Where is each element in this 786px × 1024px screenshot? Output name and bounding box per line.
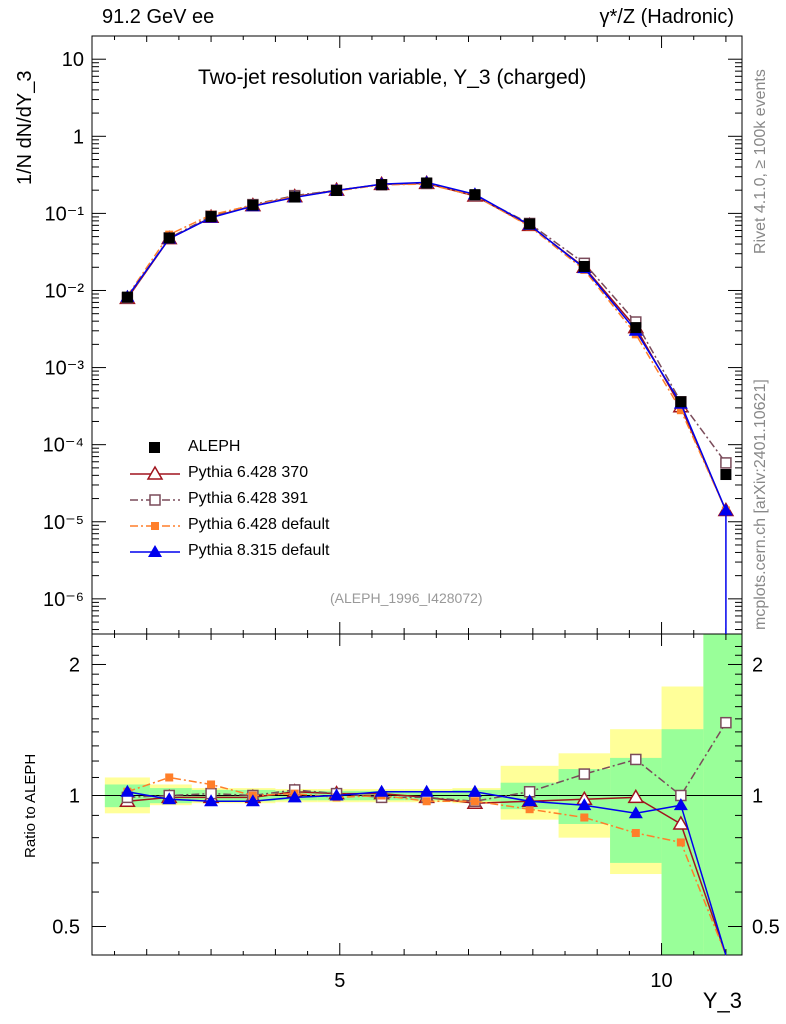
ratio-frame bbox=[91, 633, 743, 956]
legend-label-pythia6-391: Pythia 6.428 391 bbox=[188, 490, 309, 507]
legend-marker-pythia6-default bbox=[130, 522, 180, 530]
ratio-point bbox=[165, 773, 174, 782]
x-ticks: 5 10 bbox=[114, 36, 727, 992]
ratio-y-tick-label-left: 0.5 bbox=[52, 916, 80, 938]
ratio-line bbox=[127, 790, 727, 956]
data-point bbox=[205, 211, 217, 223]
ratio-point bbox=[525, 805, 534, 814]
series-aleph bbox=[121, 177, 732, 481]
main-y-ticks: 10 1 10⁻¹ 10⁻² 10⁻³ 10⁻⁴ 10⁻⁵ 10⁻⁶ bbox=[43, 35, 742, 631]
data-point bbox=[469, 189, 481, 201]
ratio-y-axis-label: Ratio to ALEPH bbox=[22, 753, 39, 858]
y-tick-label: 10⁻² bbox=[45, 280, 85, 302]
data-point bbox=[289, 191, 301, 203]
data-point bbox=[720, 469, 732, 481]
data-point bbox=[121, 291, 133, 303]
y-tick-label: 10 bbox=[62, 49, 84, 71]
ratio-point bbox=[627, 788, 645, 804]
legend-marker-pythia8-default bbox=[130, 545, 180, 557]
series-line bbox=[126, 181, 727, 511]
ratio-y-tick-label-right: 0.5 bbox=[752, 916, 780, 938]
ratio-point bbox=[631, 828, 640, 837]
data-point bbox=[630, 322, 642, 334]
data-point bbox=[718, 503, 733, 516]
data-point bbox=[376, 179, 388, 191]
data-point bbox=[163, 232, 175, 244]
ratio-line bbox=[127, 776, 727, 956]
main-series bbox=[119, 174, 735, 634]
legend-label-pythia6-default: Pythia 6.428 default bbox=[188, 516, 330, 533]
ratio-line bbox=[127, 722, 727, 802]
watermark: (ALEPH_1996_I428072) bbox=[330, 590, 483, 606]
x-tick-label: 10 bbox=[650, 970, 672, 992]
ratio-point bbox=[329, 788, 344, 801]
x-axis-label: Y_3 bbox=[702, 988, 742, 1013]
ratio-series-pythia-8-315-default bbox=[120, 784, 727, 956]
ratio-y-tick-label-right: 1 bbox=[752, 785, 763, 807]
ratio-point bbox=[672, 815, 690, 830]
plot-title: Two-jet resolution variable, Y_3 (charge… bbox=[198, 66, 587, 89]
ratio-y-ticks: 2 2 1 1 0.5 0.5 bbox=[52, 645, 780, 938]
header-left: 91.2 GeV ee bbox=[102, 6, 215, 28]
ratio-point bbox=[676, 838, 685, 847]
header-right: γ*/Z (Hadronic) bbox=[599, 6, 734, 28]
ratio-point bbox=[470, 797, 479, 806]
ratio-point bbox=[467, 784, 482, 797]
rivet-label: Rivet 4.1.0, ≥ 100k events bbox=[752, 69, 769, 254]
legend-marker-pythia6-370 bbox=[130, 465, 180, 480]
ratio-point bbox=[162, 792, 177, 805]
ratio-y-tick-label-left: 2 bbox=[69, 654, 80, 676]
ratio-point bbox=[287, 790, 302, 803]
ratio-y-tick-label-right: 2 bbox=[752, 654, 763, 676]
ratio-series bbox=[119, 716, 732, 956]
y-tick-label: 10⁻¹ bbox=[45, 203, 85, 225]
series-line bbox=[126, 182, 727, 511]
ratio-point bbox=[577, 798, 592, 811]
y-tick-label: 10⁻⁵ bbox=[43, 512, 84, 534]
ratio-point bbox=[630, 753, 642, 766]
ratio-point bbox=[207, 780, 216, 789]
ratio-point bbox=[374, 784, 389, 797]
y-tick-label: 10⁻⁴ bbox=[43, 435, 84, 457]
legend-label-pythia8-default: Pythia 8.315 default bbox=[188, 542, 330, 559]
data-point bbox=[675, 396, 687, 408]
ratio-point bbox=[120, 784, 135, 797]
data-point bbox=[524, 218, 536, 230]
ratio-point bbox=[580, 813, 589, 822]
main-y-axis-label: 1/N dN/dY_3 bbox=[14, 70, 36, 185]
ratio-point bbox=[578, 768, 591, 780]
legend-label-pythia6-370: Pythia 6.428 370 bbox=[188, 464, 309, 481]
ratio-y-tick-label-left: 1 bbox=[69, 785, 80, 807]
data-point bbox=[331, 185, 343, 197]
y-tick-label: 1 bbox=[73, 126, 84, 148]
ratio-point bbox=[720, 716, 732, 729]
ratio-point bbox=[245, 794, 260, 807]
data-point bbox=[720, 457, 732, 469]
series-line bbox=[126, 183, 727, 511]
x-tick-label: 5 bbox=[334, 970, 345, 992]
ratio-point bbox=[204, 794, 219, 807]
ratio-point bbox=[673, 798, 688, 811]
ratio-line bbox=[127, 790, 727, 956]
ratio-point bbox=[628, 806, 643, 819]
legend-marker-pythia6-391 bbox=[130, 494, 180, 506]
mcplots-label: mcplots.cern.ch [arXiv:2401.10621] bbox=[752, 379, 769, 630]
data-point bbox=[247, 199, 259, 211]
legend-label-aleph: ALEPH bbox=[188, 438, 241, 455]
legend-marker-aleph bbox=[149, 442, 160, 453]
ratio-point bbox=[422, 797, 431, 806]
ratio-point bbox=[419, 784, 434, 797]
ratio-point bbox=[522, 794, 537, 807]
data-point bbox=[421, 177, 433, 189]
y-tick-label: 10⁻³ bbox=[45, 358, 85, 380]
data-point bbox=[578, 260, 590, 272]
y-tick-label: 10⁻⁶ bbox=[43, 589, 84, 611]
data-point bbox=[676, 406, 685, 415]
